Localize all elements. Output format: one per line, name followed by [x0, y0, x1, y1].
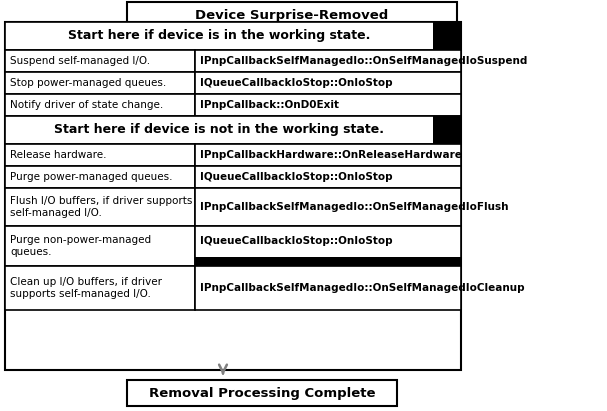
Bar	[195, 188, 461, 226]
Bar	[5, 266, 195, 310]
Bar	[5, 72, 195, 94]
Bar	[195, 257, 461, 266]
Bar	[5, 116, 461, 144]
Text: Notify driver of state change.: Notify driver of state change.	[10, 100, 163, 110]
Text: Flush I/O buffers, if driver supports
self-managed I/O.: Flush I/O buffers, if driver supports se…	[10, 196, 192, 218]
Text: Purge power-managed queues.: Purge power-managed queues.	[10, 172, 172, 182]
Bar	[5, 166, 195, 188]
Text: Purge non-power-managed
queues.: Purge non-power-managed queues.	[10, 235, 151, 257]
Bar	[433, 22, 461, 50]
Bar	[5, 94, 195, 116]
Bar	[195, 266, 461, 310]
Text: IQueueCallbackIoStop::OnIoStop: IQueueCallbackIoStop::OnIoStop	[200, 236, 393, 246]
Text: Clean up I/O buffers, if driver
supports self-managed I/O.: Clean up I/O buffers, if driver supports…	[10, 277, 162, 299]
Bar	[195, 226, 461, 266]
Bar	[5, 188, 195, 226]
Bar	[195, 94, 461, 116]
Bar	[195, 144, 461, 166]
Bar	[433, 116, 461, 144]
Text: IPnpCallbackSelfManagedIo::OnSelfManagedIoFlush: IPnpCallbackSelfManagedIo::OnSelfManaged…	[200, 202, 509, 212]
Bar	[5, 22, 461, 370]
Text: Device Surprise-Removed: Device Surprise-Removed	[195, 9, 388, 23]
Text: Release hardware.: Release hardware.	[10, 150, 106, 160]
Text: IPnpCallbackHardware::OnReleaseHardware: IPnpCallbackHardware::OnReleaseHardware	[200, 150, 462, 160]
Text: Start here if device is not in the working state.: Start here if device is not in the worki…	[54, 123, 384, 136]
Text: Suspend self-managed I/O.: Suspend self-managed I/O.	[10, 56, 150, 66]
Bar	[5, 22, 461, 50]
Text: Start here if device is in the working state.: Start here if device is in the working s…	[68, 30, 370, 42]
Bar	[5, 226, 195, 266]
Bar	[5, 50, 195, 72]
Text: IPnpCallbackSelfManagedIo::OnSelfManagedIoSuspend: IPnpCallbackSelfManagedIo::OnSelfManaged…	[200, 56, 527, 66]
Text: Stop power-managed queues.: Stop power-managed queues.	[10, 78, 166, 88]
Bar	[195, 166, 461, 188]
Bar	[127, 380, 397, 406]
Bar	[195, 50, 461, 72]
Text: Removal Processing Complete: Removal Processing Complete	[149, 386, 375, 399]
Text: IPnpCallback::OnD0Exit: IPnpCallback::OnD0Exit	[200, 100, 339, 110]
Bar	[5, 144, 195, 166]
Text: IQueueCallbackIoStop::OnIoStop: IQueueCallbackIoStop::OnIoStop	[200, 172, 393, 182]
Bar	[195, 72, 461, 94]
Text: IPnpCallbackSelfManagedIo::OnSelfManagedIoCleanup: IPnpCallbackSelfManagedIo::OnSelfManaged…	[200, 283, 524, 293]
Bar	[127, 2, 457, 30]
Text: IQueueCallbackIoStop::OnIoStop: IQueueCallbackIoStop::OnIoStop	[200, 78, 393, 88]
